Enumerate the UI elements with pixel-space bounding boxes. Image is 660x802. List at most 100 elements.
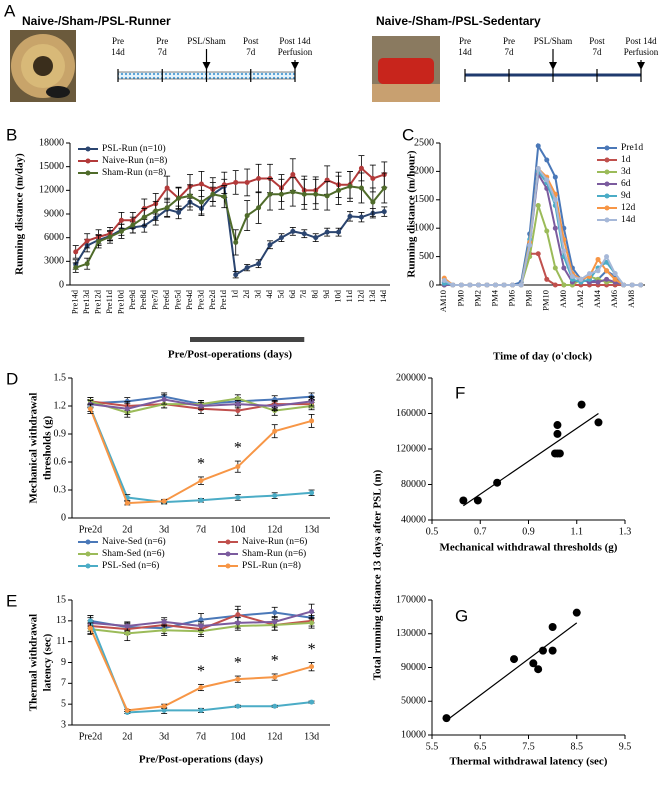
data-point xyxy=(124,500,130,506)
data-point xyxy=(629,282,635,288)
data-point xyxy=(555,449,564,458)
legend-label: 3d xyxy=(621,167,631,177)
data-point xyxy=(572,608,581,617)
x-axis-title: Time of day (o'clock) xyxy=(493,351,592,363)
data-point xyxy=(290,189,296,195)
y-tick-label: 200000 xyxy=(396,372,426,383)
x-tick-label: 2d xyxy=(122,731,132,742)
data-point xyxy=(198,199,204,205)
data-point xyxy=(309,490,315,496)
legend-marker xyxy=(85,551,91,557)
panel-label: E xyxy=(6,591,17,610)
legend-marker xyxy=(604,181,610,187)
timeline-label: PSL/Sham xyxy=(534,36,573,46)
data-point xyxy=(518,282,524,288)
x-tick-label: PM0 xyxy=(455,290,465,307)
x-tick-label: 10d xyxy=(230,731,245,742)
data-point xyxy=(96,239,102,245)
data-point xyxy=(309,608,315,614)
legend-marker xyxy=(225,563,231,569)
data-point xyxy=(290,228,296,234)
y-tick-label: 10000 xyxy=(401,729,426,740)
legend-label: Naive-Run (n=6) xyxy=(242,536,307,547)
y-tick-label: 2000 xyxy=(414,166,434,177)
panel-label: C xyxy=(402,125,414,144)
data-point xyxy=(336,187,342,193)
data-point xyxy=(161,703,167,709)
data-point xyxy=(278,191,284,197)
data-point xyxy=(441,277,447,283)
timeline-label: Post 14d xyxy=(625,36,657,46)
data-point xyxy=(244,179,250,185)
series-line xyxy=(75,185,386,269)
data-point xyxy=(221,194,227,200)
data-point xyxy=(586,271,592,277)
x-tick-label: 3d xyxy=(159,731,169,742)
y-tick-label: 9000 xyxy=(44,208,64,219)
data-point xyxy=(529,659,538,668)
data-point xyxy=(73,265,79,271)
legend-label: Sham-Run (n=8) xyxy=(102,167,166,178)
runner-photo xyxy=(10,30,76,102)
data-point xyxy=(256,261,262,267)
x-tick-label: 11d xyxy=(344,289,354,302)
data-point xyxy=(130,222,136,228)
data-point xyxy=(118,228,124,234)
y-tick-label: 120000 xyxy=(396,443,426,454)
data-point xyxy=(493,282,499,288)
data-point xyxy=(278,235,284,241)
x-tick-label: 5d xyxy=(275,289,285,298)
data-point xyxy=(198,181,204,187)
legend-label: Sham-Run (n=6) xyxy=(242,548,306,559)
data-point xyxy=(164,205,170,211)
data-point xyxy=(604,268,610,274)
legend-label: 12d xyxy=(621,203,636,213)
x-tick-label: 8d xyxy=(310,289,320,298)
x-tick-label: PM6 xyxy=(507,290,517,307)
x-tick-label: Pre14d xyxy=(70,289,80,314)
data-point xyxy=(313,191,319,197)
data-point xyxy=(87,625,93,631)
x-tick-label: 9d xyxy=(321,289,331,298)
data-point xyxy=(544,177,550,183)
x-tick-label: Pre1d xyxy=(218,289,228,310)
x-tick-label: 10d xyxy=(333,289,343,303)
x-tick-label: Pre11d xyxy=(104,289,114,314)
data-point xyxy=(244,265,250,271)
x-tick-label: AM8 xyxy=(626,290,636,308)
data-point xyxy=(604,254,610,260)
legend-label: Pre1d xyxy=(621,143,643,153)
legend-marker xyxy=(604,205,610,211)
data-point xyxy=(534,665,543,674)
y-tick-label: 15 xyxy=(56,594,66,605)
y-axis-title: thresholds (g) xyxy=(42,416,54,481)
data-point xyxy=(544,157,550,163)
x-tick-label: 10d xyxy=(230,524,245,535)
data-point xyxy=(198,707,204,713)
legend-marker xyxy=(604,157,610,163)
data-point xyxy=(256,176,262,181)
data-point xyxy=(309,699,315,705)
y-tick-label: 13 xyxy=(56,615,66,626)
data-point xyxy=(484,282,490,288)
y-tick-label: 0.9 xyxy=(54,428,67,439)
x-tick-label: AM6 xyxy=(609,290,619,308)
legend-marker xyxy=(85,146,91,152)
data-point xyxy=(198,403,204,409)
legend-label: 14d xyxy=(621,215,636,225)
data-point xyxy=(510,282,516,288)
trendline xyxy=(463,412,599,507)
legend-marker xyxy=(604,169,610,175)
legend-label: 1d xyxy=(621,155,631,165)
y-axis-title: Running distance (m/day) xyxy=(14,153,26,275)
timeline-label: Post 14d xyxy=(279,36,311,46)
data-point xyxy=(459,496,468,505)
y-tick-label: 11 xyxy=(56,636,66,647)
data-point xyxy=(561,248,567,254)
data-point xyxy=(124,707,130,713)
x-tick-label: 0.7 xyxy=(474,526,487,537)
data-point xyxy=(561,265,567,271)
timeline-label: 7d xyxy=(158,47,168,57)
data-point xyxy=(124,406,130,412)
y-tick-label: 5 xyxy=(61,698,66,709)
